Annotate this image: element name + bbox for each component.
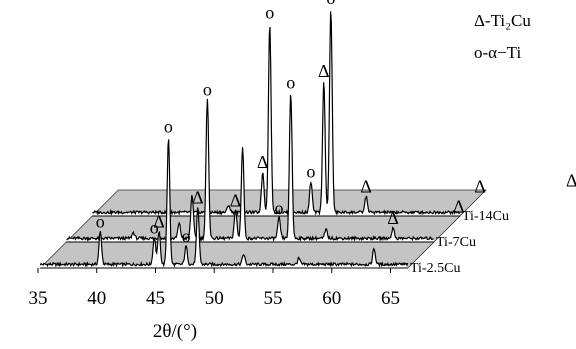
series-label: Ti-14Cu <box>462 209 509 224</box>
alpha-ti-peak-marker: o <box>182 226 191 246</box>
alpha-ti-peak-marker: o <box>96 212 105 232</box>
x-tick-label: 65 <box>381 288 400 309</box>
ti2cu-peak-marker: Δ <box>230 191 242 211</box>
x-tick-label: 35 <box>29 288 48 309</box>
x-tick-label: 60 <box>322 288 341 309</box>
legend-entry: Δ-Ti₂Cu <box>474 11 531 30</box>
x-tick-label: 40 <box>87 288 106 309</box>
alpha-ti-peak-marker: o <box>164 117 173 137</box>
x-tick-label: 55 <box>264 288 283 309</box>
series-labels: Ti-14Cu Ti-7Cu Ti-2.5Cu <box>410 209 509 276</box>
alpha-ti-peak-marker: o <box>203 80 212 100</box>
ti2cu-peak-marker: Δ <box>453 196 465 216</box>
x-axis-label: 2θ/(°) <box>153 321 197 342</box>
ti2cu-peak-marker: Δ <box>192 187 204 207</box>
series-fill <box>92 11 461 217</box>
ti2cu-peak-marker: Δ <box>474 176 486 196</box>
series-label: Ti-2.5Cu <box>410 261 460 276</box>
x-tick-label: 45 <box>146 288 165 309</box>
series-line <box>92 11 461 217</box>
legend: Δ-Ti₂Cu o-α−Ti <box>474 11 531 62</box>
ti2cu-peak-marker: Δ <box>153 212 165 232</box>
series-line <box>66 95 434 243</box>
x-tick-label: 50 <box>205 288 224 309</box>
ti2cu-peak-marker: Δ <box>257 152 269 172</box>
ti2cu-peak-marker: Δ <box>387 208 399 228</box>
series-line <box>39 139 409 268</box>
series-label: Ti-7Cu <box>436 235 476 250</box>
ti2cu-peak-marker: Δ <box>566 170 576 190</box>
peak-markers: ΔooΔoΔΔΔoΔooΔΔooΔooΔ <box>96 0 576 246</box>
ti2cu-peak-marker: Δ <box>318 61 330 81</box>
x-axis: 35 40 45 50 55 60 65 <box>29 268 400 309</box>
alpha-ti-peak-marker: o <box>306 162 315 182</box>
alpha-ti-peak-marker: o <box>265 3 274 23</box>
alpha-ti-peak-marker: o <box>275 198 284 218</box>
alpha-ti-peak-marker: o <box>150 217 159 237</box>
series-traces <box>39 11 461 269</box>
alpha-ti-peak-marker: o <box>286 72 295 92</box>
legend-entry: o-α−Ti <box>474 43 521 62</box>
alpha-ti-peak-marker: o <box>326 0 335 8</box>
ti2cu-peak-marker: Δ <box>360 176 372 196</box>
